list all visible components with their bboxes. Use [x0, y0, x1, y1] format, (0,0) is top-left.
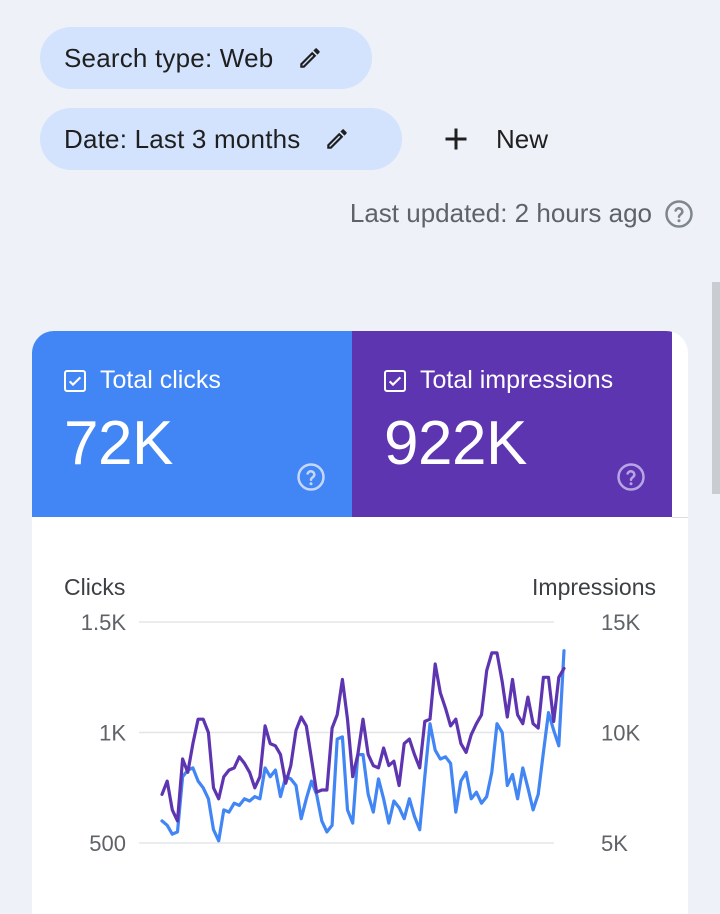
total-impressions-label: Total impressions: [420, 366, 614, 394]
y-left-tick-label: 1K: [99, 721, 126, 746]
new-filter-button[interactable]: New: [438, 112, 548, 166]
total-clicks-label: Total clicks: [100, 366, 221, 394]
y-left-tick-label: 500: [89, 831, 126, 856]
performance-card: Total clicks 72K Total impressions 922K …: [32, 331, 688, 914]
y-right-tick-label: 10K: [601, 721, 640, 746]
y-left-tick-label: 1.5K: [81, 610, 127, 635]
checked-box-icon[interactable]: [64, 369, 86, 392]
last-updated-status: Last updated: 2 hours ago: [350, 198, 694, 229]
total-impressions-header: Total impressions: [384, 366, 613, 395]
card-divider: [672, 517, 688, 518]
pencil-icon[interactable]: [324, 126, 350, 152]
total-impressions-value: 922K: [384, 409, 527, 478]
help-icon[interactable]: [664, 199, 694, 229]
date-filter-label: Date: Last 3 months: [64, 123, 301, 154]
help-icon[interactable]: [296, 462, 326, 492]
page-scrollbar[interactable]: [712, 282, 720, 494]
search-type-filter-label: Search type: Web: [64, 42, 274, 73]
last-updated-text: Last updated: 2 hours ago: [349, 198, 652, 228]
new-filter-label: New: [496, 123, 549, 154]
total-clicks-value: 72K: [64, 409, 173, 478]
y-left-axis-title: Clicks: [64, 574, 126, 600]
y-right-tick-label: 15K: [601, 610, 640, 635]
pencil-icon[interactable]: [297, 45, 323, 71]
help-icon[interactable]: [616, 462, 646, 492]
performance-chart[interactable]: 500 5K 1K 10K 1.5K 15K: [32, 331, 688, 914]
series-line-clicks: [160, 649, 566, 843]
total-impressions-tile[interactable]: Total impressions 922K: [352, 331, 672, 517]
y-right-tick-label: 5K: [601, 831, 628, 856]
checked-box-icon[interactable]: [384, 369, 406, 392]
y-right-axis-title: Impressions: [532, 574, 656, 600]
series-line-impressions: [160, 651, 566, 823]
search-type-filter-chip[interactable]: Search type: Web: [40, 27, 372, 89]
date-filter-chip[interactable]: Date: Last 3 months: [40, 108, 402, 170]
plus-icon: [438, 121, 474, 157]
total-clicks-tile[interactable]: Total clicks 72K: [32, 331, 352, 517]
total-clicks-header: Total clicks: [64, 366, 221, 395]
